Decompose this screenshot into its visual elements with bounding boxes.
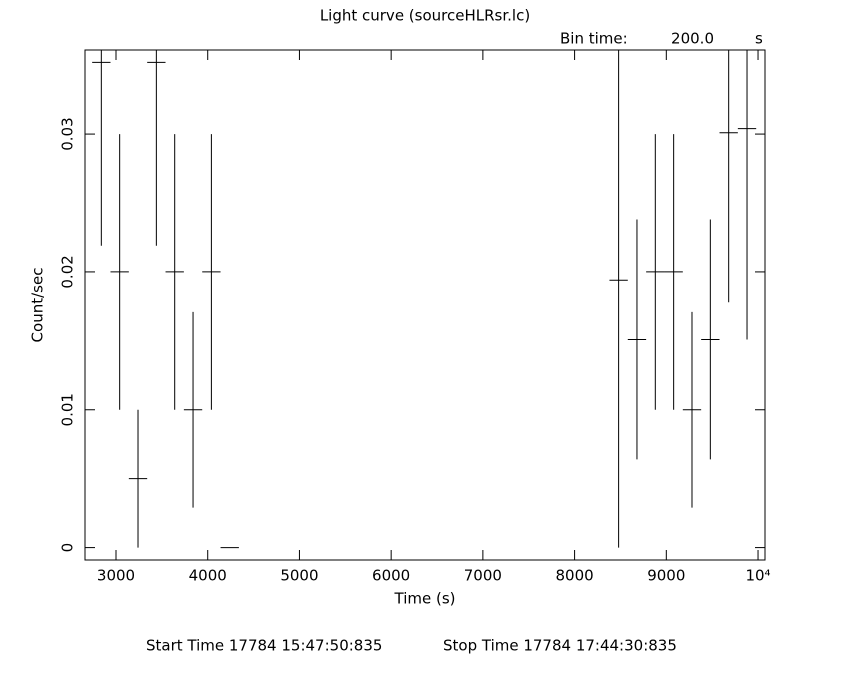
chart-title: Light curve (sourceHLRsr.lc) — [320, 7, 530, 25]
plot-frame — [84, 49, 766, 561]
x-tick-label: 6000 — [372, 567, 410, 585]
x-axis-label: Time (s) — [394, 590, 456, 608]
x-tick-label: 3000 — [97, 567, 135, 585]
y-axis-label: Count/sec — [29, 268, 47, 343]
x-tick-label: 10⁴ — [745, 567, 770, 585]
stop-time: Stop Time 17784 17:44:30:835 — [443, 637, 677, 655]
y-tick-label: 0.01 — [59, 393, 77, 426]
start-time: Start Time 17784 15:47:50:835 — [146, 637, 382, 655]
x-tick-label: 9000 — [647, 567, 685, 585]
x-tick-label: 5000 — [280, 567, 318, 585]
x-tick-label: 8000 — [555, 567, 593, 585]
y-tick-label: 0 — [59, 543, 77, 553]
plot-area — [92, 50, 757, 549]
x-tick-label: 7000 — [464, 567, 502, 585]
y-tick-label: 0.02 — [59, 255, 77, 288]
y-tick-label: 0.03 — [59, 117, 77, 150]
bin-time-label: Bin time: — [560, 30, 628, 48]
bin-time-unit: s — [755, 30, 763, 48]
bin-time: 200.0 — [671, 30, 714, 48]
x-tick-label: 4000 — [189, 567, 227, 585]
